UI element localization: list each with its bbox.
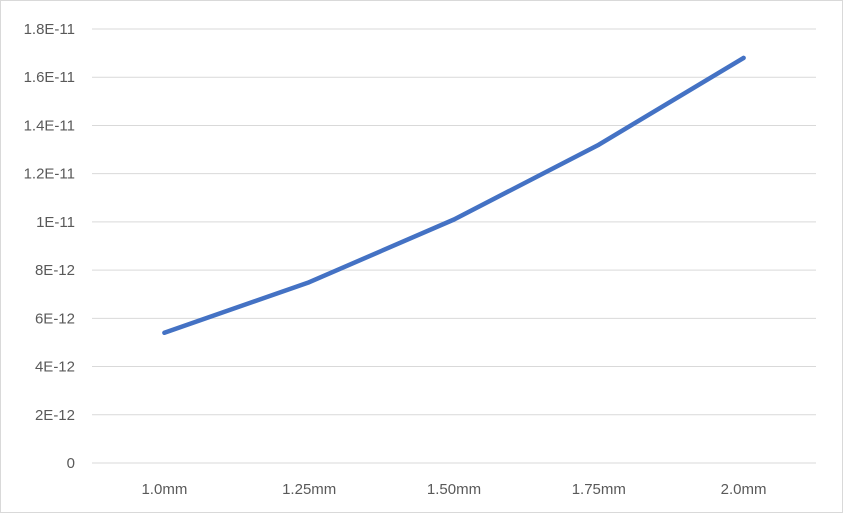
y-axis-tick-labels: 0 2E-12 4E-12 6E-12 8E-12 1E-11 1.2E-11 1.4E-11… bbox=[24, 21, 75, 472]
x-tick-label: 1.0mm bbox=[141, 481, 187, 498]
y-tick-label: 0 bbox=[67, 455, 75, 472]
y-tick-label: 1.8E-11 bbox=[24, 21, 75, 38]
data-point bbox=[307, 280, 312, 285]
y-tick-label: 1E-11 bbox=[36, 214, 75, 231]
y-tick-label: 6E-12 bbox=[35, 310, 75, 327]
data-point bbox=[452, 217, 456, 222]
y-tick-label: 1.2E-11 bbox=[24, 166, 75, 183]
data-point bbox=[162, 330, 167, 335]
y-tick-label: 8E-12 bbox=[35, 262, 75, 279]
gridlines bbox=[92, 28, 816, 464]
y-tick-label: 4E-12 bbox=[35, 359, 75, 376]
data-point bbox=[596, 142, 601, 147]
y-tick-label: 1.4E-11 bbox=[24, 117, 75, 134]
series-line bbox=[162, 55, 746, 336]
x-tick-label: 1.25mm bbox=[282, 481, 336, 498]
y-tick-label: 1.6E-11 bbox=[24, 69, 75, 86]
x-tick-label: 2.0mm bbox=[721, 481, 767, 498]
series-group bbox=[162, 55, 746, 336]
y-tick-label: 2E-12 bbox=[35, 407, 75, 424]
data-point bbox=[741, 55, 746, 60]
x-axis-tick-labels: 1.0mm 1.25mm 1.50mm 1.75mm 2.0mm bbox=[141, 481, 766, 498]
x-tick-label: 1.75mm bbox=[572, 481, 626, 498]
x-tick-label: 1.50mm bbox=[427, 481, 481, 498]
